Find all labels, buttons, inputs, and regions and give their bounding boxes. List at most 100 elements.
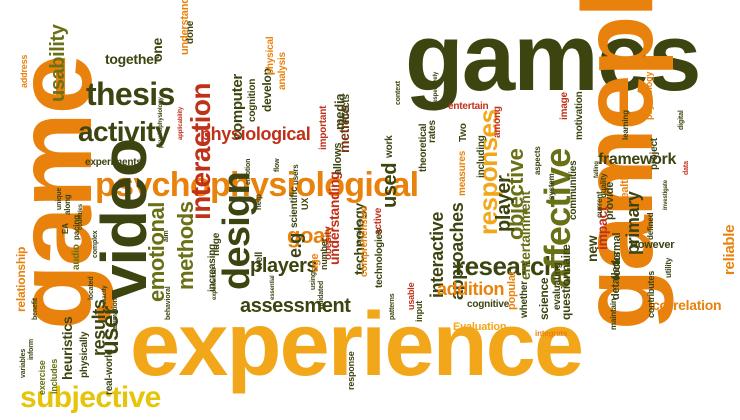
cloud-word: integrate xyxy=(535,329,568,338)
cloud-word: results xyxy=(89,299,109,356)
cloud-word: research xyxy=(455,251,560,281)
cloud-word: physical xyxy=(265,36,276,75)
cloud-word: includes xyxy=(49,358,59,394)
cloud-word: However xyxy=(630,239,675,251)
cloud-word: psychology xyxy=(644,71,654,120)
cloud-word: communities xyxy=(568,160,579,220)
cloud-word: project xyxy=(649,138,660,170)
cloud-word: rates xyxy=(427,120,438,143)
cloud-word: input xyxy=(414,300,424,322)
cloud-word: huge xyxy=(211,232,222,256)
cloud-word: physiological xyxy=(200,124,311,144)
cloud-word: analysis xyxy=(277,52,288,90)
cloud-word: contributes xyxy=(646,270,656,318)
cloud-word: entertain xyxy=(448,101,489,112)
cloud-word: exactly xyxy=(102,285,108,305)
cloud-word: UX xyxy=(300,197,310,210)
cloud-word: player xyxy=(493,175,515,232)
cloud-word: entertainment xyxy=(517,191,533,280)
cloud-word: emotion xyxy=(245,158,252,185)
cloud-word: allows xyxy=(332,142,344,175)
cloud-word: Evaluation xyxy=(453,321,507,333)
cloud-word: psychophysiology xyxy=(158,97,164,148)
cloud-word: provides xyxy=(357,220,363,245)
cloud-word: flow xyxy=(274,158,281,172)
cloud-word: essential xyxy=(270,275,276,300)
cloud-word: usable xyxy=(406,282,416,310)
cloud-word: cognition xyxy=(247,78,258,122)
cloud-word: e.g xyxy=(285,233,305,258)
cloud-word: learning xyxy=(621,110,630,140)
cloud-word: aspects xyxy=(533,146,542,175)
cloud-word: addition xyxy=(437,279,505,299)
cloud-word: digital xyxy=(678,110,685,130)
cloud-word: among xyxy=(492,106,503,138)
cloud-word: data xyxy=(683,161,690,175)
cloud-word: science xyxy=(537,277,551,320)
cloud-word: subjective xyxy=(20,381,161,414)
cloud-word: response xyxy=(346,351,356,390)
cloud-word: users xyxy=(291,164,300,185)
cloud-word: applicability xyxy=(178,106,184,140)
cloud-word: quality xyxy=(599,173,608,198)
cloud-word: located xyxy=(88,276,95,300)
cloud-word: system xyxy=(547,173,556,200)
cloud-word: complex xyxy=(92,230,99,258)
cloud-word: evaluating xyxy=(552,262,563,310)
cloud-word: image xyxy=(559,92,570,120)
cloud-word: done xyxy=(185,20,196,44)
cloud-word: help xyxy=(254,194,263,210)
cloud-word: popular xyxy=(506,271,518,310)
cloud-word: benefit xyxy=(32,298,39,320)
cloud-word: psychophysiological xyxy=(95,166,419,204)
cloud-word: work xyxy=(384,135,395,158)
cloud-word: behavioral xyxy=(165,286,172,320)
cloud-word: assessment xyxy=(240,295,351,317)
cloud-word: unique xyxy=(56,187,63,210)
cloud-word: one xyxy=(149,37,165,62)
cloud-word: exercise xyxy=(37,360,47,395)
cloud-word: thesis xyxy=(86,76,175,112)
cloud-word: activity xyxy=(78,116,171,147)
cloud-word: EA xyxy=(61,223,70,234)
cloud-word: along xyxy=(63,194,72,215)
cloud-word: interaction xyxy=(185,83,216,220)
cloud-word: heuristics xyxy=(59,316,75,380)
cloud-word: experience xyxy=(130,295,584,395)
cloud-word: reliable xyxy=(721,224,738,275)
cloud-word: using xyxy=(310,272,317,290)
cloud-word: usability xyxy=(47,24,69,102)
cloud-word: patterns xyxy=(389,293,396,321)
cloud-word: games xyxy=(405,4,701,111)
cloud-word: used xyxy=(379,162,401,208)
cloud-word: variables xyxy=(20,348,27,378)
cloud-word: measures xyxy=(457,150,468,196)
cloud-word: maintain xyxy=(609,298,618,330)
cloud-word: respectively xyxy=(433,71,439,105)
cloud-word: validated xyxy=(318,280,325,310)
cloud-word: context xyxy=(395,81,402,105)
cloud-word: experiential xyxy=(212,268,218,300)
cloud-word: correlation xyxy=(652,297,722,313)
cloud-word: important xyxy=(318,105,329,150)
cloud-word: experiments xyxy=(85,157,142,168)
cloud-word: investigate xyxy=(663,179,669,210)
cloud-word: together xyxy=(105,51,159,67)
cloud-word: animation xyxy=(112,298,119,330)
cloud-word: cognitive xyxy=(467,299,510,310)
cloud-word: falling xyxy=(594,161,600,178)
cloud-word: motivation xyxy=(574,91,585,140)
cloud-word: real-world xyxy=(104,349,115,395)
cloud-word: Two xyxy=(458,123,469,142)
cloud-word: defined xyxy=(646,212,655,240)
cloud-word: including xyxy=(476,135,487,178)
cloud-word: inform xyxy=(28,339,35,360)
cloud-word: well xyxy=(254,251,265,270)
cloud-word: players xyxy=(250,255,318,277)
cloud-word: goal xyxy=(287,223,331,248)
cloud-word: aim xyxy=(163,230,170,242)
cloud-word: address xyxy=(19,54,29,88)
cloud-word: methods xyxy=(173,201,198,290)
cloud-word: number xyxy=(319,238,329,270)
